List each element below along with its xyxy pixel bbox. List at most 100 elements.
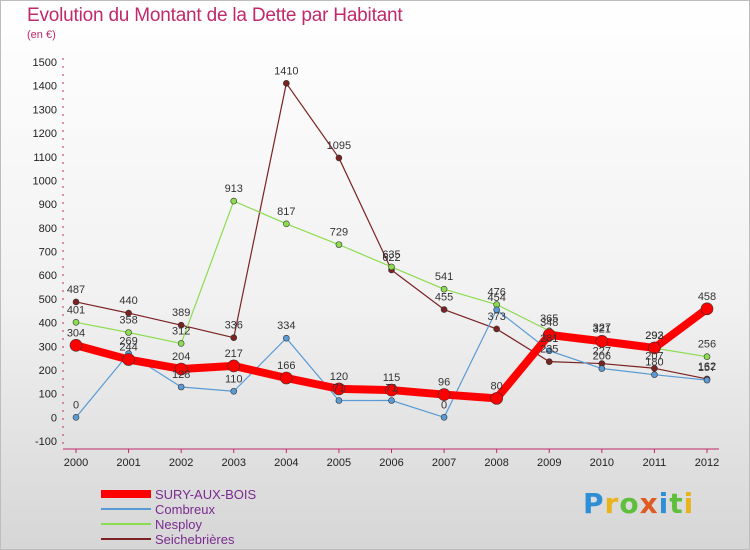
data-label-combreux: 0 xyxy=(441,399,447,411)
data-point-combreux xyxy=(388,397,395,404)
data-label-sury-aux-bois: 304 xyxy=(67,327,85,339)
y-tick-label: 100 xyxy=(39,389,57,401)
series-layer xyxy=(69,80,714,421)
chart-subtitle: (en €) xyxy=(27,29,56,41)
x-tick-label: 2000 xyxy=(64,457,88,469)
data-label-sury-aux-bois: 244 xyxy=(119,342,137,354)
data-label-combreux: 334 xyxy=(277,320,295,332)
data-point-seichebri-res xyxy=(545,358,553,365)
data-label-seichebri-res: 389 xyxy=(172,307,190,319)
data-point-combreux xyxy=(230,387,238,395)
data-label-combreux: 128 xyxy=(172,369,190,381)
data-label-nesploy: 327 xyxy=(593,322,611,334)
data-label-seichebri-res: 336 xyxy=(225,320,243,332)
data-point-combreux xyxy=(440,414,448,421)
legend-swatch-seichebrieres xyxy=(101,538,151,540)
data-label-nesploy: 476 xyxy=(487,287,505,299)
series-sury-aux-bois xyxy=(69,302,714,405)
data-point-sury-aux-bois xyxy=(69,339,83,352)
proxiti-logo: Proxiti xyxy=(583,487,694,520)
legend-item-seichebrieres: Seichebrières xyxy=(101,532,321,547)
data-point-sury-aux-bois xyxy=(542,328,556,342)
data-label-sury-aux-bois: 293 xyxy=(645,330,663,342)
data-point-nesploy xyxy=(230,197,238,205)
data-label-nesploy: 913 xyxy=(225,183,243,195)
legend-label-nesploy: Nesploy xyxy=(155,517,202,532)
legend-label-sury: SURY-AUX-BOIS xyxy=(155,487,257,502)
data-point-sury-aux-bois xyxy=(385,383,398,397)
data-point-sury-aux-bois xyxy=(280,371,293,385)
data-point-nesploy xyxy=(283,220,290,228)
data-label-combreux: 71 xyxy=(333,382,345,394)
y-tick-label: 200 xyxy=(39,365,57,377)
data-point-nesploy xyxy=(703,353,711,360)
data-point-sury-aux-bois xyxy=(174,362,188,376)
data-label-combreux: 157 xyxy=(698,362,716,374)
data-label-combreux: 71 xyxy=(385,382,397,394)
data-point-sury-aux-bois xyxy=(648,341,661,355)
data-point-sury-aux-bois xyxy=(332,382,346,396)
data-point-combreux xyxy=(177,383,185,391)
data-point-sury-aux-bois xyxy=(595,334,609,348)
logo-letter: t xyxy=(669,487,684,520)
y-tick-label: 700 xyxy=(39,247,57,259)
legend: SURY-AUX-BOIS Combreux Nesploy Seichebri… xyxy=(101,487,321,547)
data-label-combreux: 206 xyxy=(593,351,611,363)
axes: -100010020030040050060070080090010001100… xyxy=(33,57,720,469)
data-point-seichebri-res xyxy=(651,364,658,372)
data-point-sury-aux-bois xyxy=(122,353,135,366)
data-label-nesploy: 365 xyxy=(540,313,558,325)
data-label-sury-aux-bois: 458 xyxy=(698,291,716,303)
data-point-seichebri-res xyxy=(177,321,185,329)
data-point-nesploy xyxy=(72,319,80,326)
x-tick-label: 2004 xyxy=(274,457,298,469)
data-point-combreux xyxy=(72,414,80,421)
data-label-nesploy: 635 xyxy=(382,249,400,261)
data-label-sury-aux-bois: 321 xyxy=(593,323,611,335)
x-tick-label: 2001 xyxy=(116,457,140,469)
logo-letter: i xyxy=(683,487,695,520)
data-point-nesploy xyxy=(177,340,185,347)
data-point-seichebri-res xyxy=(283,80,290,87)
y-tick-label: 800 xyxy=(39,223,57,235)
legend-swatch-nesploy xyxy=(101,523,151,525)
data-label-sury-aux-bois: 166 xyxy=(277,360,295,372)
legend-swatch-combreux xyxy=(101,508,151,510)
data-label-seichebri-res: 227 xyxy=(593,346,611,358)
x-tick-label: 2002 xyxy=(169,457,193,469)
data-label-combreux: 110 xyxy=(225,373,243,385)
data-label-seichebri-res: 207 xyxy=(645,350,663,362)
logo-letter: o xyxy=(619,487,640,520)
data-point-nesploy xyxy=(335,241,343,248)
y-tick-label: 1500 xyxy=(33,57,57,69)
x-tick-label: 2007 xyxy=(432,457,456,469)
data-point-seichebri-res xyxy=(230,334,238,342)
data-label-seichebri-res: 455 xyxy=(435,292,453,304)
data-label-nesploy: 401 xyxy=(67,304,85,316)
data-point-sury-aux-bois xyxy=(437,388,451,401)
data-label-seichebri-res: 1095 xyxy=(327,140,351,152)
logo-letter: x xyxy=(639,487,659,520)
logo-letter: r xyxy=(604,487,620,520)
data-point-seichebri-res xyxy=(72,298,80,306)
x-tick-label: 2006 xyxy=(379,457,403,469)
x-tick-label: 2012 xyxy=(695,457,719,469)
logo-letter: P xyxy=(583,487,605,520)
data-label-seichebri-res: 162 xyxy=(698,361,716,373)
y-tick-label: 1100 xyxy=(33,152,57,164)
data-point-combreux xyxy=(703,376,711,384)
legend-item-combreux: Combreux xyxy=(101,502,321,517)
series-line-nesploy xyxy=(75,200,708,358)
data-label-seichebri-res: 1410 xyxy=(274,65,298,77)
data-point-combreux xyxy=(283,334,290,342)
data-point-nesploy xyxy=(388,263,395,271)
data-point-combreux xyxy=(651,371,658,378)
x-tick-label: 2009 xyxy=(537,457,561,469)
data-label-sury-aux-bois: 217 xyxy=(225,348,243,360)
data-point-sury-aux-bois xyxy=(227,359,241,373)
data-label-combreux: 281 xyxy=(540,333,558,345)
legend-item-sury: SURY-AUX-BOIS xyxy=(101,487,321,502)
y-tick-label: -100 xyxy=(35,436,57,448)
